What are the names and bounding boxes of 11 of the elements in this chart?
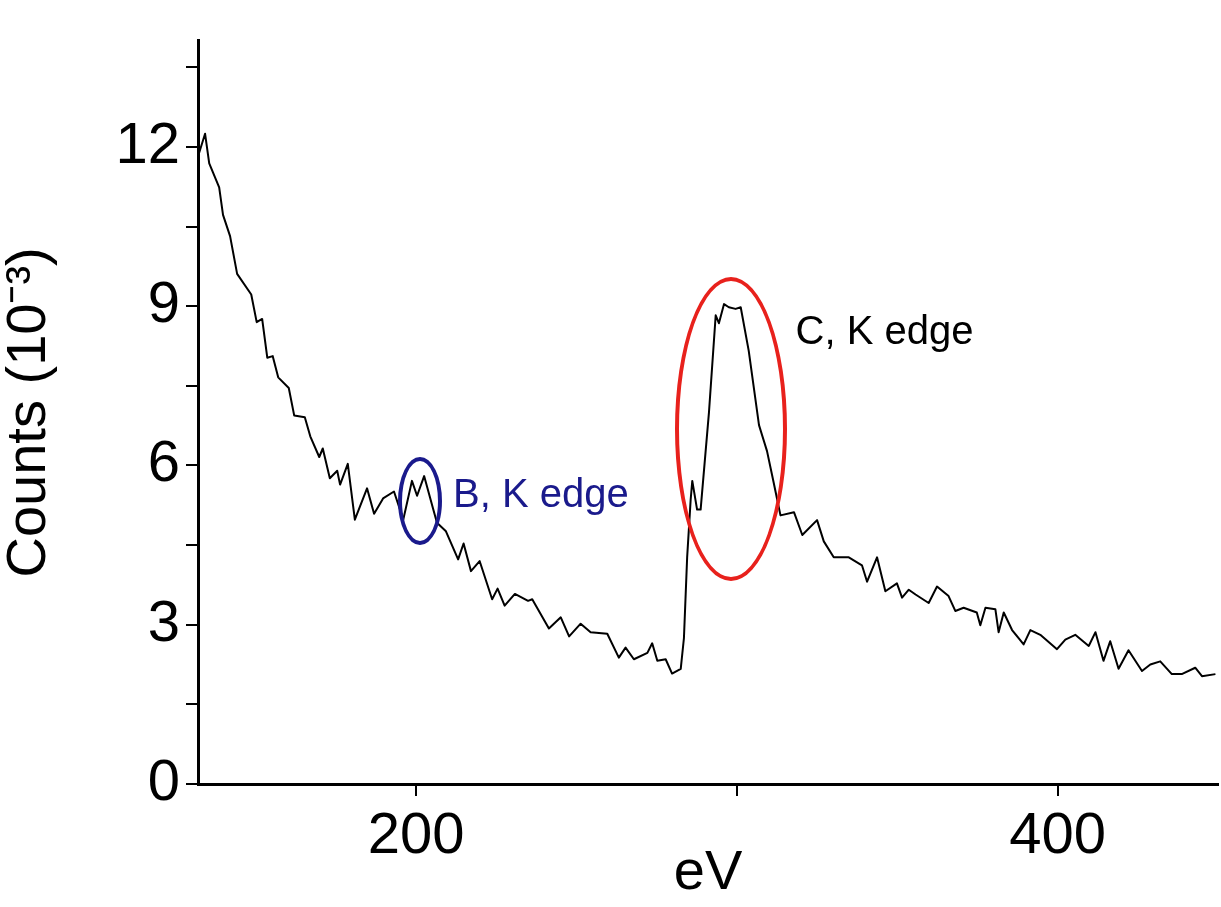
x-axis-title: eV: [673, 837, 743, 901]
y-tick-label: 6: [147, 428, 180, 494]
x-tick-label: 200: [367, 799, 465, 865]
y-tick-label: 3: [147, 587, 180, 653]
y-tick-label: 12: [115, 109, 180, 175]
y-tick-label: 9: [147, 269, 180, 335]
y-axis-title: Counts (10⁻³): [0, 247, 58, 578]
y-tick-label: 0: [147, 747, 180, 812]
annotation: B, K edge: [453, 470, 629, 515]
annotation: C, K edge: [795, 307, 974, 352]
x-tick-label: 400: [1009, 799, 1107, 865]
